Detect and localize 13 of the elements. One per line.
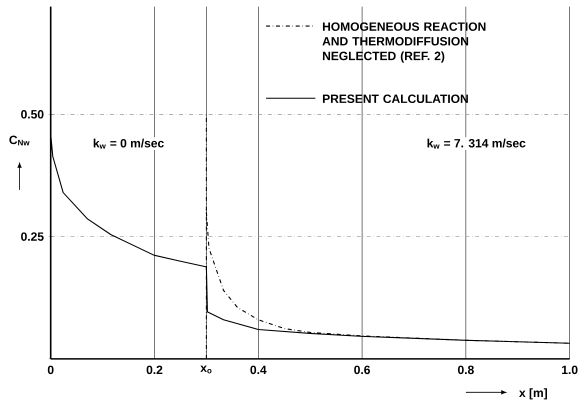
x-axis-title: x [m] bbox=[519, 388, 547, 400]
x-tick-label: x$_{o}$ bbox=[200, 365, 212, 374]
x-tick-label: 0.8 bbox=[458, 365, 474, 374]
annotation: k$_{w}$ = 7. 314 m/sec bbox=[428, 138, 526, 149]
x-tick-label: 0 bbox=[48, 365, 54, 374]
x-tick-label: 0.6 bbox=[354, 365, 370, 374]
x-tick-label: 0.4 bbox=[250, 365, 267, 374]
x-tick-label: 1.0 bbox=[562, 365, 578, 374]
y-tick-label: 0.25 bbox=[21, 232, 44, 241]
y-axis-title: C$_{Nw}$ bbox=[9, 136, 30, 146]
annotation: k$_{w}$ = 0 m/sec bbox=[94, 138, 164, 149]
y-tick-label: 0.50 bbox=[21, 110, 44, 118]
x-tick-label: 0.2 bbox=[146, 365, 162, 374]
